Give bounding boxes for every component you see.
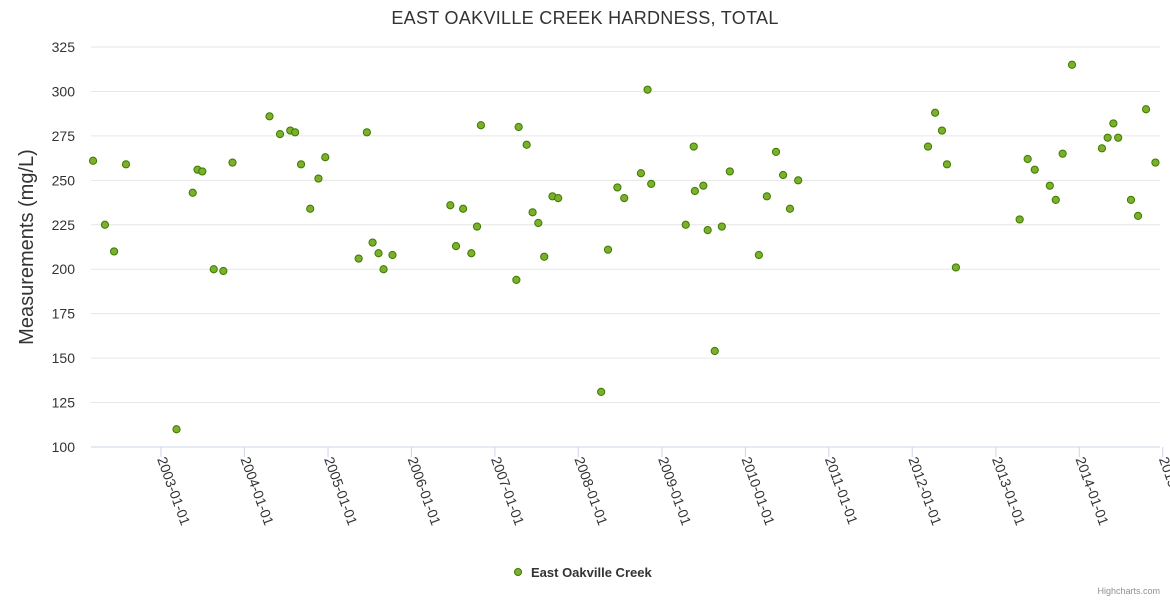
- data-point-73[interactable]: [1103, 133, 1112, 142]
- data-point-15[interactable]: [296, 160, 306, 169]
- data-point-42[interactable]: [620, 194, 629, 203]
- data-point-46[interactable]: [681, 220, 690, 229]
- data-point-26[interactable]: [451, 242, 461, 251]
- data-point-38[interactable]: [554, 194, 563, 203]
- data-point-17[interactable]: [314, 174, 323, 183]
- data-point-57[interactable]: [778, 170, 788, 180]
- data-point-44[interactable]: [643, 85, 652, 94]
- y-tick-label-225: 225: [52, 217, 76, 233]
- data-point-52[interactable]: [717, 222, 726, 231]
- data-point-71[interactable]: [1067, 60, 1077, 69]
- data-point-31[interactable]: [512, 275, 521, 284]
- legend-item-label[interactable]: East Oakville Creek: [531, 565, 652, 580]
- data-point-50[interactable]: [703, 226, 712, 235]
- data-point-48[interactable]: [690, 186, 699, 196]
- data-point-60[interactable]: [923, 142, 933, 151]
- data-point-8[interactable]: [209, 265, 218, 274]
- data-point-30[interactable]: [476, 121, 486, 130]
- data-point-27[interactable]: [459, 204, 468, 213]
- data-point-65[interactable]: [1015, 215, 1024, 224]
- legend[interactable]: East Oakville Creek: [514, 565, 653, 580]
- data-point-51[interactable]: [710, 346, 719, 356]
- y-tick-label-175: 175: [52, 306, 76, 322]
- data-point-4[interactable]: [172, 425, 181, 434]
- y-tick-label-125: 125: [52, 395, 76, 411]
- data-point-33[interactable]: [522, 140, 531, 149]
- grid-lines: [91, 46, 1160, 448]
- data-point-36[interactable]: [540, 252, 549, 261]
- data-point-28[interactable]: [467, 249, 476, 258]
- data-point-59[interactable]: [794, 176, 803, 185]
- data-point-14[interactable]: [291, 128, 300, 137]
- data-point-41[interactable]: [613, 183, 622, 192]
- y-axis-tick-labels: 100 125 150 175 200 225 250 275 300 325: [52, 39, 76, 455]
- data-point-23[interactable]: [379, 265, 388, 274]
- y-axis-title: Measurements (mg/L): [16, 149, 38, 345]
- data-point-1[interactable]: [100, 220, 110, 229]
- series-east-oakville-creek[interactable]: [88, 60, 1160, 434]
- data-point-19[interactable]: [354, 254, 363, 263]
- data-point-53[interactable]: [725, 167, 734, 176]
- data-point-77[interactable]: [1133, 211, 1143, 220]
- data-point-7[interactable]: [198, 167, 207, 176]
- data-point-62[interactable]: [937, 126, 947, 135]
- data-point-9[interactable]: [219, 266, 228, 276]
- data-point-43[interactable]: [636, 169, 646, 178]
- data-point-72[interactable]: [1097, 144, 1107, 153]
- data-point-78[interactable]: [1141, 105, 1151, 114]
- y-tick-label-200: 200: [52, 261, 76, 277]
- y-tick-label-300: 300: [52, 83, 76, 99]
- data-point-2[interactable]: [109, 247, 119, 256]
- data-point-79[interactable]: [1151, 158, 1160, 167]
- data-point-45[interactable]: [647, 179, 656, 188]
- data-point-5[interactable]: [188, 188, 197, 197]
- data-point-32[interactable]: [514, 122, 523, 132]
- data-point-47[interactable]: [689, 142, 698, 151]
- data-point-61[interactable]: [930, 108, 940, 117]
- data-point-20[interactable]: [362, 128, 371, 137]
- data-point-75[interactable]: [1114, 133, 1123, 142]
- data-point-76[interactable]: [1126, 195, 1136, 204]
- data-point-67[interactable]: [1030, 165, 1039, 174]
- data-point-68[interactable]: [1045, 181, 1054, 190]
- data-point-25[interactable]: [446, 201, 455, 210]
- data-point-69[interactable]: [1051, 195, 1060, 204]
- y-tick-label-275: 275: [52, 128, 76, 144]
- data-point-70[interactable]: [1058, 149, 1067, 158]
- data-point-56[interactable]: [771, 147, 781, 156]
- data-point-34[interactable]: [528, 208, 537, 217]
- data-point-11[interactable]: [265, 112, 274, 121]
- data-point-29[interactable]: [472, 222, 482, 231]
- y-tick-label-250: 250: [52, 172, 76, 188]
- data-point-18[interactable]: [321, 153, 330, 162]
- data-point-49[interactable]: [699, 181, 708, 190]
- data-point-21[interactable]: [368, 238, 377, 247]
- data-point-16[interactable]: [306, 204, 315, 213]
- y-tick-label-325: 325: [52, 39, 76, 55]
- data-point-3[interactable]: [121, 160, 131, 169]
- data-point-10[interactable]: [228, 158, 237, 167]
- data-point-66[interactable]: [1023, 154, 1032, 164]
- y-tick-label-150: 150: [52, 350, 76, 366]
- data-point-12[interactable]: [275, 130, 285, 139]
- data-point-22[interactable]: [374, 249, 383, 258]
- data-point-54[interactable]: [754, 250, 763, 260]
- data-point-63[interactable]: [942, 160, 952, 169]
- data-point-39[interactable]: [597, 387, 606, 396]
- data-point-35[interactable]: [534, 218, 543, 228]
- data-point-40[interactable]: [603, 245, 613, 254]
- data-point-58[interactable]: [785, 204, 795, 213]
- chart-title: EAST OAKVILLE CREEK HARDNESS, TOTAL: [391, 8, 778, 28]
- data-point-64[interactable]: [951, 263, 960, 272]
- data-point-74[interactable]: [1109, 119, 1118, 128]
- y-tick-label-100: 100: [52, 439, 76, 455]
- data-point-55[interactable]: [762, 192, 771, 201]
- data-point-24[interactable]: [388, 250, 397, 260]
- legend-marker: [514, 568, 522, 576]
- data-point-0[interactable]: [88, 156, 98, 165]
- credits-link[interactable]: Highcharts.com: [1097, 586, 1160, 596]
